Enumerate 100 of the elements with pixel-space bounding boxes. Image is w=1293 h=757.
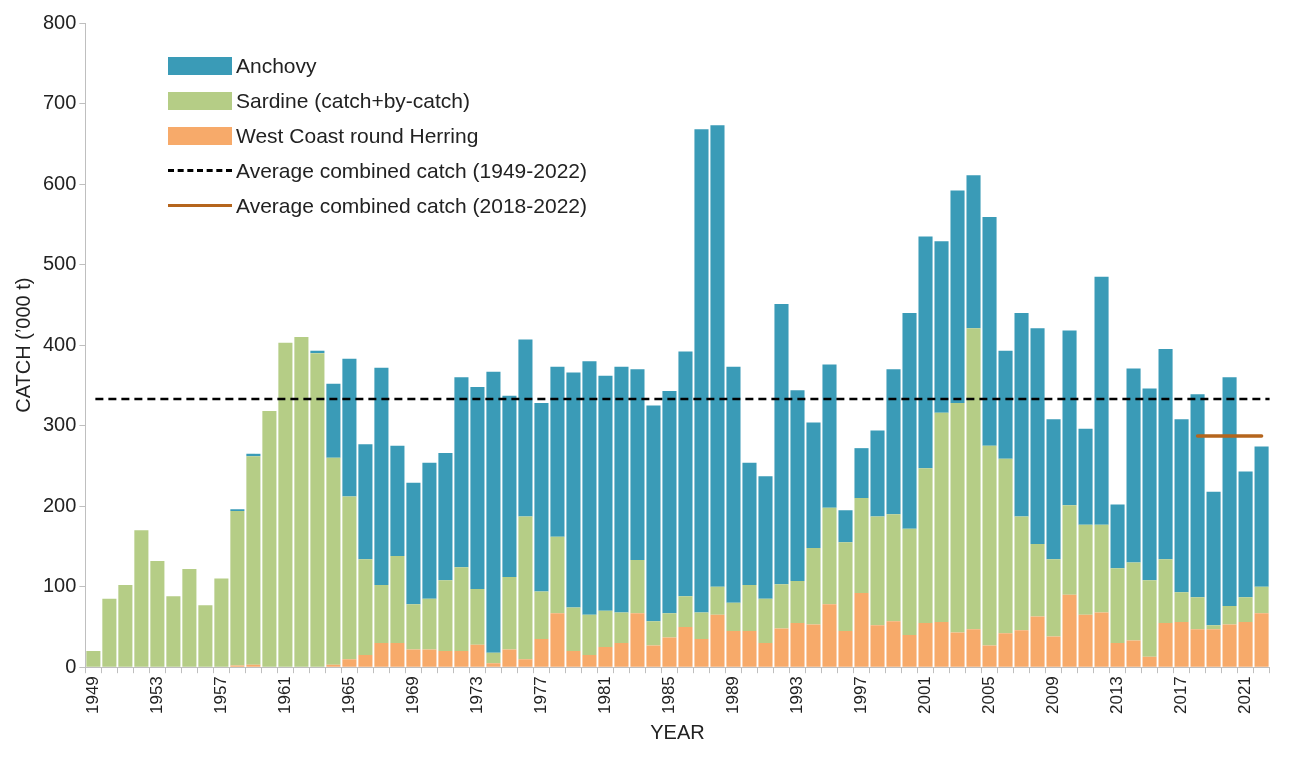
bar (502, 649, 517, 667)
bar (358, 655, 373, 667)
bar (1206, 491, 1221, 626)
bar (1078, 524, 1093, 615)
bar (1254, 613, 1269, 667)
x-tick-label: 1949 (83, 676, 103, 715)
y-tick-label: 600 (42, 171, 77, 194)
bar (1158, 622, 1173, 667)
x-tick-label: 1953 (147, 676, 167, 715)
bar (486, 652, 501, 664)
x-tick-label: 1965 (339, 676, 359, 715)
bar (454, 567, 469, 652)
y-axis-title: CATCH (’000 t) (11, 277, 34, 413)
bar (550, 613, 565, 667)
bar (1254, 446, 1269, 587)
bar (470, 644, 485, 667)
bar (518, 339, 533, 517)
legend-label: West Coast round Herring (236, 123, 479, 148)
x-tick-label: 1981 (595, 676, 615, 715)
bar (1222, 605, 1237, 625)
bar (246, 456, 261, 665)
bar (1094, 276, 1109, 525)
y-tick-label: 100 (42, 574, 77, 597)
bar (406, 649, 421, 667)
bar (550, 536, 565, 614)
x-tick-label: 2013 (1107, 676, 1127, 715)
bar (422, 598, 437, 650)
y-tick-label: 400 (42, 332, 77, 355)
bar (550, 366, 565, 537)
bar (214, 578, 229, 667)
bar (422, 649, 437, 667)
x-tick-label: 1993 (787, 676, 807, 715)
bar (566, 372, 581, 608)
bar (358, 559, 373, 656)
bar (1094, 524, 1109, 613)
y-tick-label: 0 (65, 654, 77, 677)
x-tick-label: 1989 (723, 676, 743, 715)
bar (438, 651, 453, 667)
bar (198, 605, 213, 667)
legend-label: Anchovy (236, 53, 317, 78)
bar (1174, 622, 1189, 667)
bar (1126, 640, 1141, 667)
bar (374, 585, 389, 644)
y-tick-label: 300 (42, 413, 77, 436)
bar (1110, 504, 1125, 569)
bar (342, 358, 357, 497)
bar (390, 445, 405, 557)
bar (470, 386, 485, 590)
bar (1142, 580, 1157, 657)
bar (374, 367, 389, 586)
bar (518, 659, 533, 667)
bar (534, 591, 549, 639)
bar (150, 560, 165, 667)
bar (1206, 625, 1221, 630)
bar (438, 580, 453, 652)
bar (390, 643, 405, 667)
bar (342, 659, 357, 667)
bar (278, 342, 293, 667)
bar (1126, 562, 1141, 641)
x-tick-label: 1961 (275, 676, 295, 715)
y-tick-label: 200 (42, 493, 77, 516)
x-tick-label: 1969 (403, 676, 423, 715)
bar (422, 462, 437, 599)
bar (230, 510, 245, 666)
bar (486, 663, 501, 667)
bar (502, 577, 517, 650)
bar (454, 377, 469, 568)
y-tick-label: 700 (42, 91, 77, 114)
bar (358, 444, 373, 560)
x-tick-label: 2021 (1235, 676, 1255, 715)
bar (1078, 614, 1093, 667)
bar (1190, 597, 1205, 630)
bar (294, 337, 309, 667)
bar (1222, 377, 1237, 606)
bar (374, 643, 389, 667)
legend-label: Average combined catch (1949-2022) (236, 158, 588, 183)
bar (1238, 471, 1253, 598)
bar (1142, 656, 1157, 667)
bar (166, 596, 181, 667)
bar (502, 395, 517, 577)
x-axis-title: YEAR (650, 720, 705, 743)
bar (518, 516, 533, 660)
bar (1142, 388, 1157, 581)
x-tick-label: 2001 (915, 676, 935, 715)
bar (566, 651, 581, 667)
bar (1110, 643, 1125, 667)
bar (182, 568, 197, 667)
bar (582, 361, 597, 615)
x-tick-label: 2005 (979, 676, 999, 715)
bar (1206, 629, 1221, 667)
bar (310, 353, 325, 667)
y-tick-label: 800 (42, 10, 77, 33)
bar (470, 589, 485, 645)
legend-label: Sardine (catch+by-catch) (236, 88, 471, 113)
bar (566, 607, 581, 652)
x-tick-label: 1973 (467, 676, 487, 715)
bar (102, 598, 117, 667)
bar (486, 371, 501, 653)
x-tick-label: 1997 (851, 676, 871, 715)
bar (582, 614, 597, 656)
